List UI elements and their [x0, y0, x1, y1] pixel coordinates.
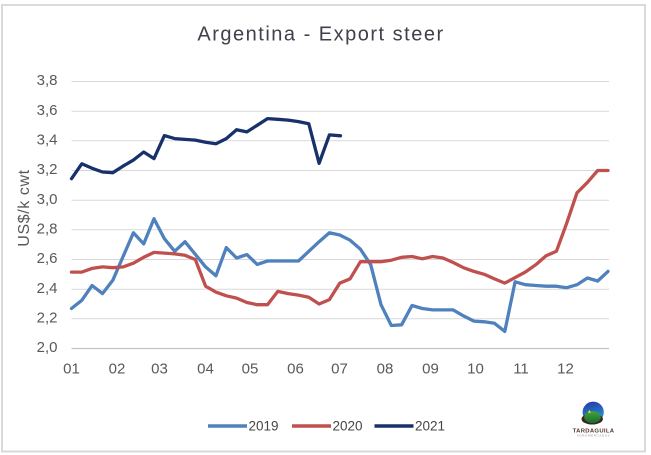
svg-text:2,4: 2,4: [37, 280, 58, 297]
svg-text:07: 07: [331, 361, 348, 378]
svg-text:01: 01: [63, 361, 80, 378]
svg-text:2,0: 2,0: [37, 339, 58, 356]
svg-text:04: 04: [197, 361, 214, 378]
svg-text:3,4: 3,4: [37, 132, 58, 149]
svg-text:09: 09: [422, 361, 439, 378]
svg-text:2,6: 2,6: [37, 250, 58, 267]
svg-text:3,2: 3,2: [37, 161, 58, 178]
svg-text:2,8: 2,8: [37, 221, 58, 238]
svg-text:2021: 2021: [415, 418, 445, 433]
svg-text:05: 05: [242, 361, 259, 378]
svg-text:11: 11: [513, 361, 529, 378]
svg-text:10: 10: [467, 361, 484, 378]
svg-text:3,6: 3,6: [37, 102, 58, 119]
svg-text:AGROMERCADOS: AGROMERCADOS: [577, 434, 611, 438]
svg-text:02: 02: [109, 361, 126, 378]
svg-text:03: 03: [151, 361, 168, 378]
svg-text:Argentina - Export steer: Argentina - Export steer: [197, 24, 444, 46]
svg-text:3,8: 3,8: [37, 72, 58, 89]
svg-text:US$/k cwt: US$/k cwt: [16, 169, 33, 246]
svg-text:2,2: 2,2: [37, 310, 58, 327]
svg-text:3,0: 3,0: [37, 191, 58, 208]
svg-text:2020: 2020: [333, 418, 363, 433]
svg-text:12: 12: [557, 361, 574, 378]
svg-text:TARDAGUILA: TARDAGUILA: [573, 429, 615, 435]
svg-text:08: 08: [377, 361, 394, 378]
svg-text:06: 06: [287, 361, 304, 378]
svg-text:2019: 2019: [249, 418, 279, 433]
